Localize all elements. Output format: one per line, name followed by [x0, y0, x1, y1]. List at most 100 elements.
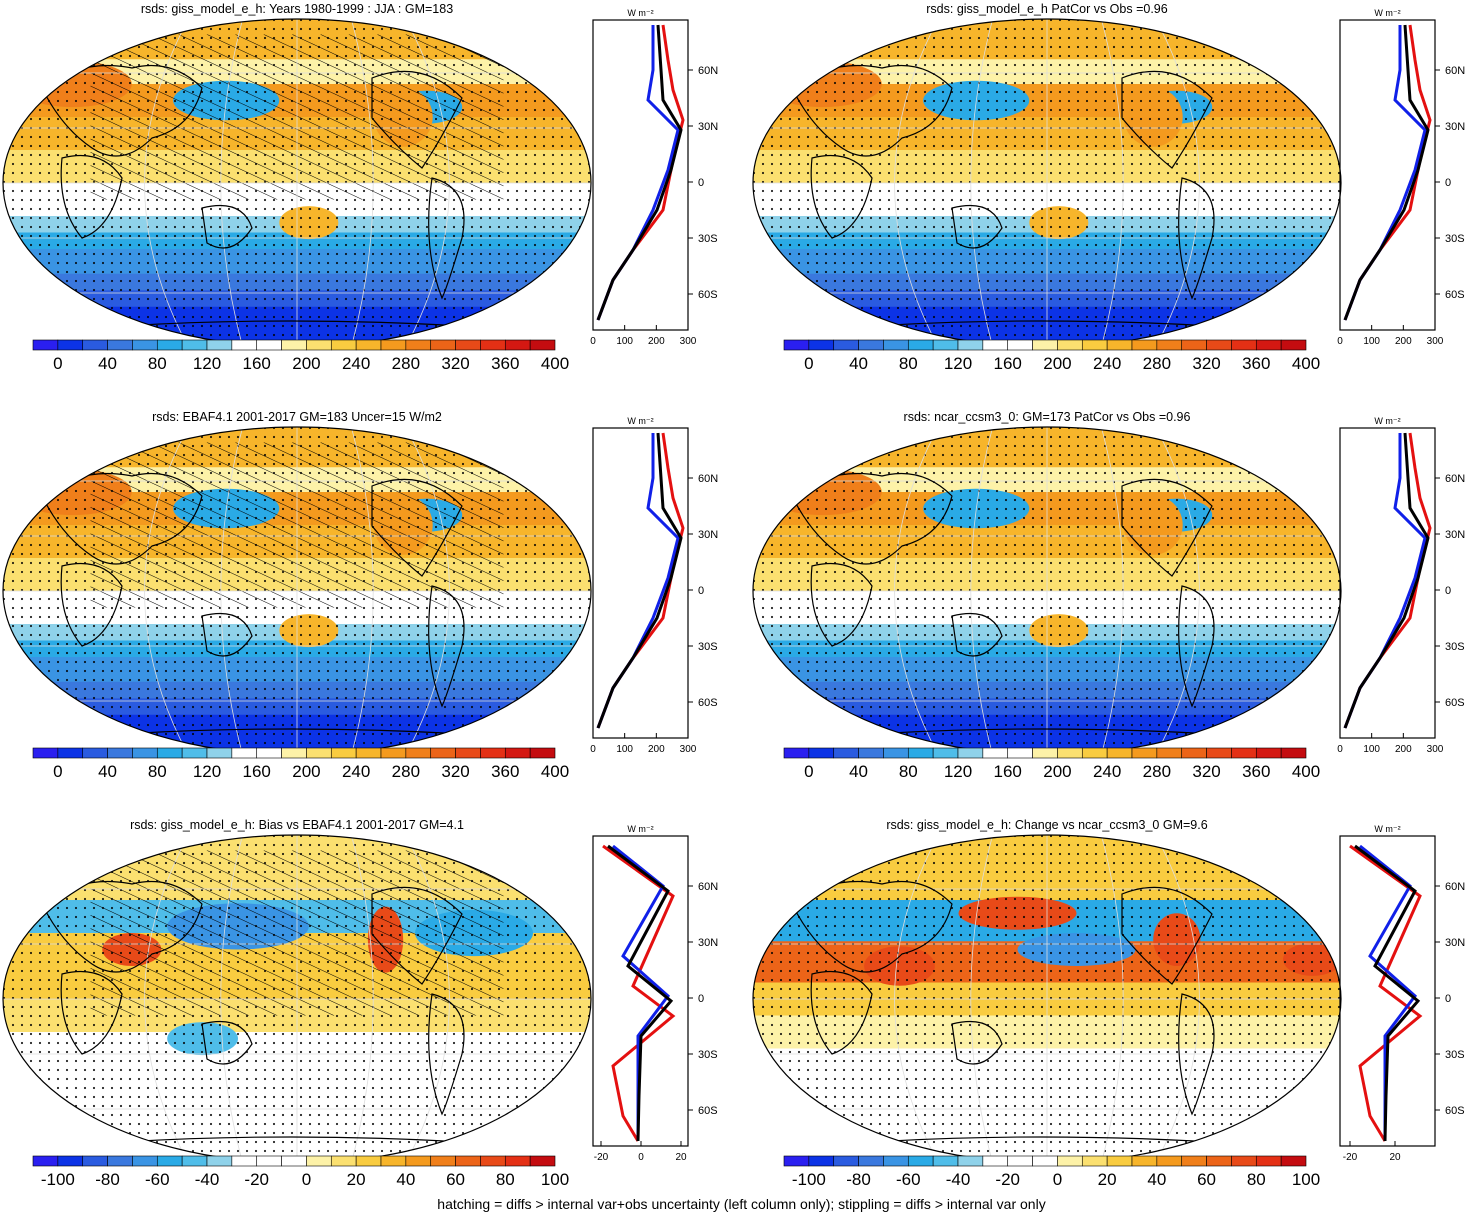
coastline: [1121, 70, 1213, 169]
graticule-lon: [404, 19, 450, 347]
colorbar-swatch: [380, 339, 407, 351]
colorbar-label: 160: [993, 762, 1022, 781]
colorbar-swatch: [858, 339, 884, 351]
colorbar-label: 240: [1092, 762, 1122, 781]
graticule-lon: [1100, 835, 1124, 1163]
colorbar-swatch: [281, 747, 307, 759]
coastline: [201, 612, 253, 657]
colorbar-label: 320: [1192, 354, 1221, 373]
colorbar-swatch: [1231, 1155, 1257, 1167]
graticule-lon: [894, 19, 940, 347]
coastline: [810, 154, 873, 239]
colorbar-swatch: [1156, 747, 1183, 759]
graticule-lon: [970, 835, 994, 1163]
colorbar-swatch: [206, 747, 233, 759]
lat-tick-label: 30S: [698, 1049, 718, 1061]
colorbar-swatch: [455, 1155, 481, 1167]
colorbar-swatch: [281, 339, 307, 351]
colorbar-swatch: [833, 1155, 859, 1167]
colorbar-swatch: [231, 747, 258, 759]
robinson-map: [752, 18, 1342, 348]
lat-tick-label: 0: [1445, 993, 1451, 1005]
coastline: [428, 177, 465, 300]
colorbar-swatch: [281, 1155, 307, 1167]
colorbar-swatch: [430, 1155, 456, 1167]
lat-tick-label: 30N: [1445, 121, 1465, 133]
colorbar-swatch: [1206, 747, 1232, 759]
colorbar-swatch: [982, 339, 1009, 351]
coastline: [428, 993, 465, 1116]
colorbar-swatch: [833, 747, 859, 759]
colorbar-swatch: [355, 339, 382, 351]
graticule-lon: [404, 427, 450, 755]
colorbar-label: 360: [1242, 762, 1271, 781]
graticule-lon: [970, 427, 994, 755]
colorbar-swatch: [1057, 1155, 1083, 1167]
lat-tick-label: 0: [698, 585, 704, 597]
colorbar-swatch: [206, 339, 233, 351]
colorbar-swatch: [306, 1155, 332, 1167]
colorbar-swatch: [231, 339, 258, 351]
colorbar-label: 240: [341, 354, 371, 373]
x-tick-label: 0: [590, 336, 596, 347]
profile-unit: W m⁻²: [1374, 8, 1400, 18]
profile-unit: W m⁻²: [627, 416, 653, 426]
zonal-mean-line: [602, 844, 676, 1142]
colorbar-swatch: [907, 1155, 934, 1167]
colorbar-label: 120: [192, 762, 222, 781]
map-panel-3: rsds: EBAF4.1 2001-2017 GM=183 Uncer=15 …: [0, 408, 1483, 808]
colorbar-swatch: [330, 339, 357, 351]
x-tick-label: 300: [1427, 336, 1444, 347]
colorbar-label: 80: [495, 1170, 515, 1189]
graticule-lon: [894, 835, 940, 1163]
lat-tick-label: 30S: [1445, 1049, 1465, 1061]
coastline: [791, 472, 953, 565]
profile-unit: W m⁻²: [1374, 416, 1400, 426]
colorbar-swatch: [231, 1155, 258, 1167]
colorbar-swatch: [957, 339, 984, 351]
x-tick-label: -20: [1343, 1152, 1358, 1163]
coastline: [951, 204, 1003, 249]
colorbar-label: 80: [898, 354, 918, 373]
colorbar-label: 280: [391, 354, 421, 373]
colorbar-swatch: [1057, 339, 1083, 351]
colorbar-label: 40: [849, 354, 869, 373]
coastline: [791, 880, 953, 973]
colorbar-label: 200: [1043, 354, 1072, 373]
graticule-lon: [144, 835, 190, 1163]
colorbar-swatch: [132, 1155, 158, 1167]
x-tick-label: 100: [1363, 336, 1380, 347]
profile-frame: [592, 19, 689, 331]
colorbar-swatch: [808, 339, 835, 351]
coastline: [60, 562, 123, 647]
panel-title: rsds: giss_model_e_h: Bias vs EBAF4.1 20…: [130, 818, 464, 832]
colorbar-swatch: [907, 747, 934, 759]
profile-unit: W m⁻²: [627, 824, 653, 834]
colorbar-swatch: [883, 339, 909, 351]
colorbar-label: 100: [1291, 1170, 1321, 1189]
colorbar-swatch: [982, 747, 1009, 759]
x-tick-label: 200: [1395, 336, 1412, 347]
colorbar-swatch: [1181, 1155, 1207, 1167]
lat-tick-label: 30S: [1445, 641, 1465, 653]
coastline: [1178, 993, 1215, 1116]
lat-tick-label: 30N: [1445, 937, 1465, 949]
colorbar-swatch: [783, 1155, 810, 1167]
colorbar-swatch: [306, 747, 332, 759]
graticule-lon: [1100, 19, 1124, 347]
colorbar-swatch: [1280, 1155, 1307, 1167]
colorbar-label: 200: [1043, 762, 1072, 781]
coastline: [1121, 478, 1213, 577]
graticule-lon: [1154, 427, 1200, 755]
coastline: [791, 64, 953, 157]
colorbar-swatch: [82, 339, 108, 351]
x-tick-label: 100: [616, 336, 633, 347]
colorbar-swatch: [783, 339, 810, 351]
lat-tick-label: 30N: [698, 529, 718, 541]
colorbar-swatch: [1156, 339, 1183, 351]
graticule-lon: [144, 19, 190, 347]
zonal-mean-line: [596, 24, 683, 321]
colorbar-swatch: [1280, 339, 1307, 351]
colorbar-swatch: [1007, 1155, 1033, 1167]
colorbar-swatch: [57, 339, 84, 351]
